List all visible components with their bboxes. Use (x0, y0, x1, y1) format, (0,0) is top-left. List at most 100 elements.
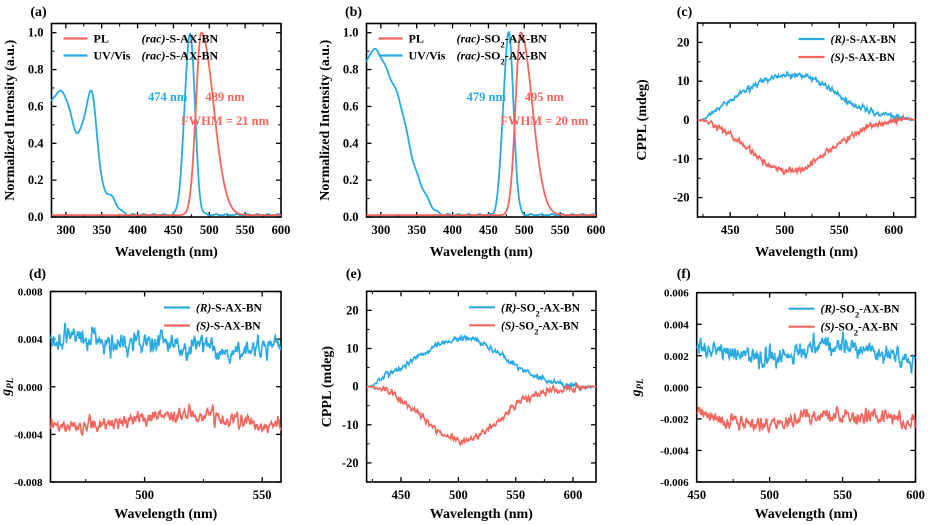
svg-text:0: 0 (683, 113, 689, 127)
svg-text:(f): (f) (677, 267, 691, 282)
svg-text:0.2: 0.2 (28, 173, 44, 187)
svg-text:-20: -20 (342, 456, 359, 470)
svg-text:UV/Vis: UV/Vis (409, 49, 446, 63)
svg-text:UV/Vis: UV/Vis (94, 49, 131, 63)
svg-text:(e): (e) (346, 267, 362, 282)
svg-text:Wavelength (nm): Wavelength (nm) (430, 507, 533, 522)
svg-text:Wavelength (nm): Wavelength (nm) (114, 507, 217, 522)
svg-text:500: 500 (515, 223, 534, 237)
svg-text:(rac)-S-AX-BN: (rac)-S-AX-BN (142, 32, 219, 46)
svg-text:550: 550 (830, 223, 849, 237)
svg-text:500: 500 (135, 488, 154, 502)
svg-text:0.8: 0.8 (28, 63, 44, 77)
svg-text:10: 10 (677, 74, 690, 88)
svg-text:0.0: 0.0 (28, 210, 44, 224)
svg-text:(S)-S-AX-BN: (S)-S-AX-BN (831, 52, 896, 64)
svg-text:0.8: 0.8 (343, 63, 359, 77)
svg-text:0.000: 0.000 (18, 382, 43, 394)
svg-text:(c): (c) (677, 5, 693, 20)
svg-text:-0.008: -0.008 (14, 477, 43, 489)
svg-text:0.004: 0.004 (18, 334, 43, 346)
svg-text:0.2: 0.2 (343, 173, 359, 187)
svg-text:(R)-S-AX-BN: (R)-S-AX-BN (196, 303, 263, 315)
svg-text:450: 450 (392, 488, 411, 502)
svg-text:-20: -20 (673, 191, 690, 205)
svg-text:450: 450 (479, 223, 498, 237)
svg-text:474 nm: 474 nm (148, 90, 188, 104)
svg-text:(a): (a) (30, 5, 47, 20)
svg-text:350: 350 (407, 223, 426, 237)
svg-text:550: 550 (833, 488, 852, 502)
svg-text:(b): (b) (345, 5, 362, 20)
svg-text:400: 400 (128, 223, 147, 237)
svg-text:479 nm: 479 nm (467, 90, 507, 104)
svg-text:550: 550 (551, 223, 570, 237)
svg-text:0.6: 0.6 (343, 99, 359, 113)
svg-text:20: 20 (677, 35, 690, 49)
svg-text:(d): (d) (29, 267, 46, 282)
svg-text:600: 600 (272, 223, 291, 237)
svg-text:0.006: 0.006 (664, 288, 689, 300)
svg-text:-0.004: -0.004 (14, 429, 43, 441)
svg-text:Normalized Intensity (a.u.): Normalized Intensity (a.u.) (318, 39, 333, 200)
svg-text:Wavelength (nm): Wavelength (nm) (755, 507, 858, 522)
svg-text:600: 600 (587, 223, 606, 237)
svg-text:0.4: 0.4 (343, 136, 359, 150)
svg-text:400: 400 (443, 223, 462, 237)
svg-text:-10: -10 (342, 418, 359, 432)
svg-text:(S)-SO2-AX-BN: (S)-SO2-AX-BN (501, 320, 579, 336)
svg-text:500: 500 (760, 488, 779, 502)
svg-text:300: 300 (371, 223, 390, 237)
svg-text:gPL: gPL (630, 378, 645, 397)
svg-text:gPL: gPL (0, 377, 15, 396)
svg-text:500: 500 (200, 223, 219, 237)
svg-text:FWHM = 21 nm: FWHM = 21 nm (181, 114, 270, 128)
svg-text:550: 550 (506, 488, 525, 502)
svg-text:495 nm: 495 nm (525, 90, 565, 104)
svg-text:0: 0 (352, 380, 358, 394)
svg-text:(R)-SO2-AX-BN: (R)-SO2-AX-BN (501, 302, 581, 318)
svg-text:(rac)-S-AX-BN: (rac)-S-AX-BN (142, 49, 219, 63)
svg-text:CPPL (mdeg): CPPL (mdeg) (635, 79, 650, 161)
svg-text:0.008: 0.008 (18, 287, 43, 299)
svg-text:550: 550 (253, 488, 272, 502)
svg-text:(S)-S-AX-BN: (S)-S-AX-BN (196, 321, 261, 333)
svg-text:(S)-SO2-AX-BN: (S)-SO2-AX-BN (821, 322, 899, 338)
svg-text:20: 20 (346, 303, 359, 317)
svg-text:0.0: 0.0 (343, 210, 359, 224)
svg-text:-0.002: -0.002 (660, 414, 689, 426)
svg-text:450: 450 (687, 488, 706, 502)
svg-text:350: 350 (92, 223, 111, 237)
svg-text:(rac)-SO2-AX-BN: (rac)-SO2-AX-BN (457, 49, 548, 67)
svg-text:0.004: 0.004 (664, 319, 689, 331)
svg-text:500: 500 (449, 488, 468, 502)
svg-text:489 nm: 489 nm (205, 90, 245, 104)
svg-text:1.0: 1.0 (343, 26, 359, 40)
svg-text:(R)-S-AX-BN: (R)-S-AX-BN (831, 34, 898, 46)
svg-text:600: 600 (884, 223, 903, 237)
svg-text:450: 450 (721, 223, 740, 237)
svg-text:0.4: 0.4 (28, 136, 44, 150)
svg-text:Wavelength (nm): Wavelength (nm) (115, 245, 218, 260)
svg-text:Wavelength (nm): Wavelength (nm) (430, 245, 533, 260)
svg-text:PL: PL (409, 32, 424, 46)
svg-text:(rac)-SO2-AX-BN: (rac)-SO2-AX-BN (457, 32, 548, 50)
svg-text:10: 10 (346, 342, 359, 356)
svg-text:0.002: 0.002 (664, 351, 689, 363)
svg-text:Normalized Intensity (a.u.): Normalized Intensity (a.u.) (3, 39, 18, 200)
svg-text:-0.004: -0.004 (660, 445, 689, 457)
svg-text:(R)-SO2-AX-BN: (R)-SO2-AX-BN (821, 304, 901, 320)
svg-text:300: 300 (56, 223, 75, 237)
svg-text:PL: PL (94, 32, 109, 46)
svg-text:1.0: 1.0 (28, 26, 44, 40)
svg-text:Wavelength (nm): Wavelength (nm) (755, 245, 858, 260)
svg-text:550: 550 (236, 223, 255, 237)
svg-text:450: 450 (164, 223, 183, 237)
svg-text:500: 500 (775, 223, 794, 237)
svg-text:0.6: 0.6 (28, 99, 44, 113)
svg-text:600: 600 (564, 488, 583, 502)
svg-text:-0.006: -0.006 (660, 477, 689, 489)
svg-text:FWHM = 20 nm: FWHM = 20 nm (500, 114, 589, 128)
svg-text:-10: -10 (673, 152, 690, 166)
svg-text:600: 600 (906, 488, 925, 502)
